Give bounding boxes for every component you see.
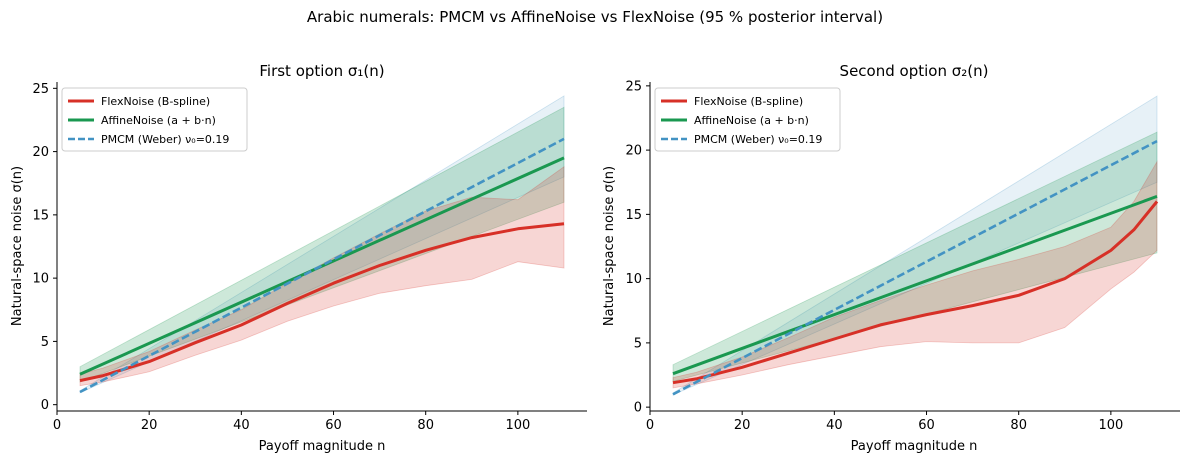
y-tick-label: 5 <box>41 335 49 350</box>
figure-suptitle: Arabic numerals: PMCM vs AffineNoise vs … <box>307 8 883 26</box>
x-tick-label: 60 <box>918 418 935 433</box>
x-tick-label: 80 <box>1010 418 1027 433</box>
x-tick-label: 40 <box>826 418 843 433</box>
y-tick-label: 20 <box>32 145 49 160</box>
legend-label-pmcm: PMCM (Weber) ν₀=0.19 <box>694 133 822 146</box>
y-axis-label: Natural-space noise σ(n) <box>10 166 25 326</box>
panel-title: First option σ₁(n) <box>259 62 384 80</box>
y-tick-label: 10 <box>625 272 642 287</box>
band-affine <box>672 131 1158 382</box>
y-tick-label: 15 <box>625 208 642 223</box>
line-affine <box>79 156 565 376</box>
line-pmcm <box>672 139 1158 396</box>
axes: 0 20 40 60 80 100 0 5 10 15 20 25 <box>625 79 1180 433</box>
series-lines <box>672 139 1159 396</box>
line-pmcm <box>79 137 565 394</box>
legend-label-flex: FlexNoise (B-spline) <box>101 95 210 108</box>
legend-label-affine: AffineNoise (a + b·n) <box>694 114 809 127</box>
y-tick-label: 15 <box>32 208 49 223</box>
panel-second-option: Second option σ₂(n) 0 20 40 60 80 100 0 5 10 15 20… <box>602 62 1180 454</box>
band-flex <box>79 166 565 387</box>
line-flex <box>672 200 1159 385</box>
x-axis-label: Payoff magnitude n <box>851 439 978 454</box>
legend-frame <box>654 87 841 152</box>
x-tick-label: 100 <box>1098 418 1123 433</box>
panel-first-option: First option σ₁(n) 0 20 40 60 80 100 0 5 10 15 20 2… <box>10 62 587 454</box>
uncertainty-bands <box>672 95 1158 396</box>
band-flex <box>672 160 1158 389</box>
legend-label-affine: AffineNoise (a + b·n) <box>101 114 216 127</box>
x-tick-label: 0 <box>53 418 61 433</box>
legend-label-flex: FlexNoise (B-spline) <box>694 95 803 108</box>
legend-label-pmcm: PMCM (Weber) ν₀=0.19 <box>101 133 229 146</box>
y-tick-label: 25 <box>625 79 642 94</box>
x-tick-label: 100 <box>505 418 530 433</box>
line-affine <box>672 194 1158 376</box>
legend: FlexNoise (B-spline) AffineNoise (a + b·… <box>61 87 248 152</box>
x-tick-label: 20 <box>141 418 158 433</box>
y-tick-label: 0 <box>634 401 642 416</box>
band-pmcm <box>79 95 565 394</box>
y-tick-label: 20 <box>625 144 642 159</box>
x-tick-label: 0 <box>646 418 654 433</box>
y-tick-label: 10 <box>32 272 49 287</box>
legend: FlexNoise (B-spline) AffineNoise (a + b·… <box>654 87 841 152</box>
axes: 0 20 40 60 80 100 0 5 10 15 20 25 <box>32 82 587 433</box>
y-tick-label: 5 <box>634 336 642 351</box>
legend-frame <box>61 87 248 152</box>
uncertainty-bands <box>79 95 565 394</box>
y-tick-label: 25 <box>32 82 49 97</box>
x-tick-label: 20 <box>734 418 751 433</box>
x-tick-label: 80 <box>417 418 434 433</box>
band-affine <box>79 106 565 383</box>
x-tick-label: 40 <box>233 418 250 433</box>
x-tick-label: 60 <box>325 418 342 433</box>
panel-title: Second option σ₂(n) <box>840 62 989 80</box>
series-lines <box>79 137 565 394</box>
x-axis-label: Payoff magnitude n <box>259 439 386 454</box>
y-axis-label: Natural-space noise σ(n) <box>602 166 617 326</box>
line-flex <box>79 222 565 383</box>
y-tick-label: 0 <box>41 398 49 413</box>
